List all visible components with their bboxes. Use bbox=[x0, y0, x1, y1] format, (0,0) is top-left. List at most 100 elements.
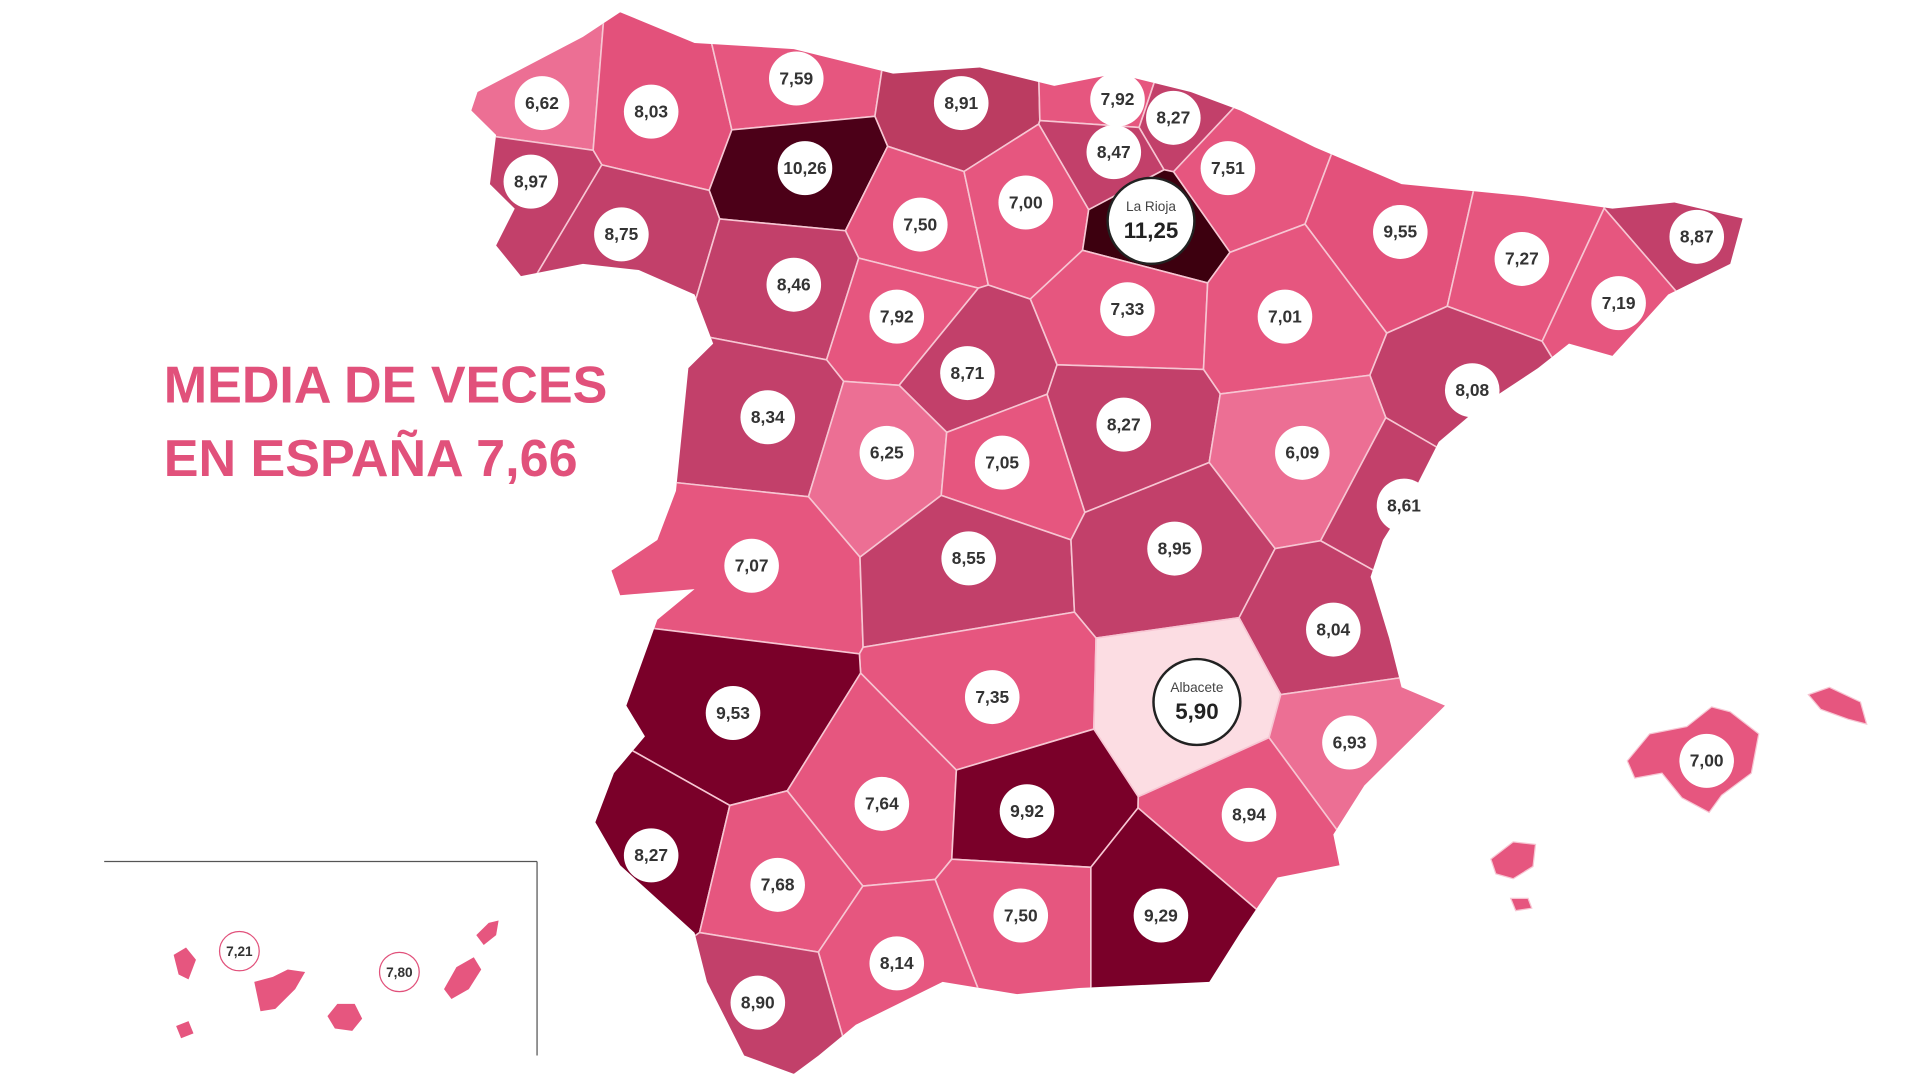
region-value: 8,95 bbox=[1158, 538, 1192, 558]
region-value: 8,08 bbox=[1455, 380, 1489, 400]
region-value: 8,75 bbox=[605, 224, 639, 244]
value-badge bbox=[1591, 276, 1646, 331]
region-value: 5,90 bbox=[1175, 699, 1218, 724]
region-value: 7,35 bbox=[975, 687, 1009, 707]
region-value: 8,27 bbox=[634, 845, 668, 865]
value-badge bbox=[1147, 521, 1202, 576]
region-value: 11,25 bbox=[1124, 218, 1179, 243]
value-badge bbox=[730, 975, 786, 1030]
value-badge bbox=[999, 784, 1055, 839]
title-line: EN ESPAÑA 7,66 bbox=[164, 429, 578, 487]
island bbox=[1490, 841, 1537, 880]
region-value: 9,92 bbox=[1010, 801, 1044, 821]
region-value: 8,14 bbox=[880, 953, 914, 973]
province-area bbox=[471, 12, 607, 152]
value-badge bbox=[1096, 397, 1152, 452]
region-value: 8,46 bbox=[777, 275, 811, 295]
value-badge bbox=[1146, 90, 1201, 145]
value-badge bbox=[594, 207, 649, 262]
value-badge bbox=[1444, 363, 1500, 418]
province-area bbox=[1541, 206, 1743, 692]
value-badge bbox=[766, 257, 822, 312]
region-value: 9,55 bbox=[1383, 222, 1417, 242]
value-badge bbox=[1376, 478, 1432, 533]
region-value: 8,27 bbox=[1156, 108, 1190, 128]
island bbox=[176, 1021, 194, 1039]
region-value: 7,80 bbox=[386, 965, 413, 980]
title-line: MEDIA DE VECES bbox=[164, 356, 608, 414]
province-area bbox=[1238, 539, 1536, 696]
region-value: 6,62 bbox=[525, 93, 559, 113]
region-value: 8,87 bbox=[1680, 227, 1714, 247]
value-badge bbox=[768, 51, 824, 106]
value-badge bbox=[777, 141, 833, 196]
region-value: 7,21 bbox=[226, 944, 253, 959]
region-value: 8,97 bbox=[514, 171, 548, 191]
region-value: 7,68 bbox=[761, 875, 795, 895]
region-value: 7,64 bbox=[865, 794, 899, 814]
value-badge bbox=[623, 828, 679, 883]
island bbox=[444, 957, 482, 999]
value-badge bbox=[993, 888, 1049, 943]
region-name: Albacete bbox=[1170, 680, 1223, 695]
region-value: 8,34 bbox=[751, 407, 785, 427]
region-value: 8,04 bbox=[1316, 619, 1350, 639]
value-badge bbox=[514, 76, 570, 131]
island bbox=[1509, 897, 1533, 912]
province-area bbox=[1576, 12, 1743, 421]
value-badge bbox=[869, 289, 925, 344]
value-badge bbox=[705, 686, 761, 741]
region-value: 8,71 bbox=[951, 363, 985, 383]
value-badge bbox=[1200, 141, 1256, 196]
value-badge bbox=[893, 197, 948, 252]
region-value: 7,50 bbox=[903, 214, 937, 234]
value-badge bbox=[1322, 715, 1377, 770]
region-value: 8,61 bbox=[1387, 495, 1421, 515]
region-value: 7,33 bbox=[1111, 299, 1145, 319]
value-badge bbox=[1669, 209, 1725, 264]
value-badge bbox=[933, 76, 989, 131]
value-badge bbox=[964, 670, 1020, 725]
island bbox=[254, 969, 306, 1012]
region-value: 8,91 bbox=[944, 93, 978, 113]
region-value: 7,51 bbox=[1211, 158, 1245, 178]
island bbox=[1807, 686, 1868, 725]
value-badge bbox=[1373, 204, 1428, 259]
value-badge bbox=[1221, 787, 1277, 842]
region-value: 9,53 bbox=[716, 703, 750, 723]
highlight-badge bbox=[1106, 176, 1196, 266]
region-value: 7,01 bbox=[1268, 306, 1302, 326]
region-value: 7,92 bbox=[1101, 89, 1135, 109]
region-value: 8,03 bbox=[634, 102, 668, 122]
value-badge bbox=[1133, 888, 1189, 943]
region-value: 7,27 bbox=[1505, 249, 1539, 269]
region-value: 7,59 bbox=[779, 68, 813, 88]
island bbox=[476, 920, 499, 945]
region-value: 6,25 bbox=[870, 443, 904, 463]
region-value: 8,90 bbox=[741, 993, 775, 1013]
value-badge bbox=[503, 154, 559, 209]
value-badge bbox=[1100, 282, 1155, 337]
region-value: 7,19 bbox=[1602, 293, 1636, 313]
region-value: 8,47 bbox=[1097, 142, 1131, 162]
value-badge bbox=[623, 84, 679, 139]
value-badge bbox=[218, 930, 260, 972]
value-badge bbox=[1257, 289, 1313, 344]
labels: 6,62 8,03 7,59 8,91 7,92 8,27 8,47 7,51 10,26 8,9… bbox=[218, 51, 1734, 1030]
value-badge bbox=[940, 346, 995, 401]
island bbox=[173, 947, 196, 980]
region-value: 7,92 bbox=[880, 306, 914, 326]
region-value: 9,29 bbox=[1144, 905, 1178, 925]
region-value: 6,93 bbox=[1333, 732, 1367, 752]
value-badge bbox=[1679, 733, 1734, 788]
value-badge bbox=[1275, 425, 1330, 480]
region-value: 7,05 bbox=[985, 453, 1019, 473]
value-badge bbox=[859, 425, 915, 480]
value-badge bbox=[869, 936, 925, 991]
value-badge bbox=[1306, 602, 1361, 657]
island bbox=[327, 1003, 363, 1031]
region-value: 7,00 bbox=[1690, 751, 1724, 771]
value-badge bbox=[974, 435, 1030, 490]
value-badge bbox=[750, 857, 805, 912]
